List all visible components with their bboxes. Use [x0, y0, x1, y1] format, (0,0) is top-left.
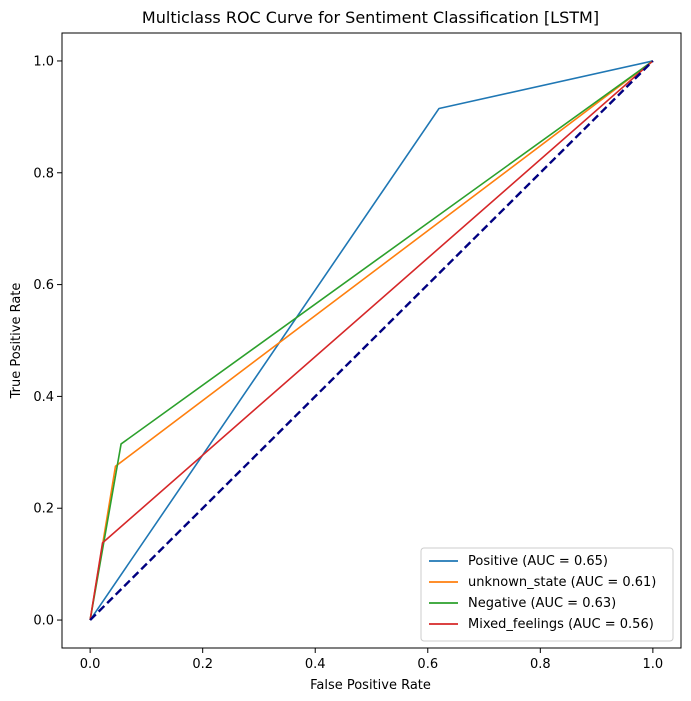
- y-tick-label-4: 0.8: [33, 166, 54, 181]
- y-tick-label-5: 1.0: [33, 54, 54, 69]
- x-tick-label-2: 0.4: [305, 657, 326, 672]
- legend: Positive (AUC = 0.65) unknown_state (AUC …: [420, 547, 674, 642]
- legend-label-0: Positive (AUC = 0.65): [468, 554, 608, 569]
- series-line-3: [89, 60, 654, 621]
- series-line-2: [89, 60, 654, 621]
- legend-label-1: unknown_state (AUC = 0.61): [468, 575, 656, 590]
- legend-label-3: Mixed_feelings (AUC = 0.56): [468, 617, 654, 632]
- x-tick-label-0: 0.0: [80, 657, 101, 672]
- reference-line: [89, 60, 654, 621]
- axes-layer: [61, 32, 682, 649]
- y-tick-label-2: 0.4: [33, 390, 54, 405]
- chart-title: Multiclass ROC Curve for Sentiment Class…: [142, 8, 599, 27]
- y-tick-label-1: 0.2: [33, 502, 54, 517]
- x-tick-label-1: 0.2: [192, 657, 213, 672]
- lines-layer: [89, 60, 654, 621]
- x-tick-label-3: 0.6: [417, 657, 438, 672]
- y-tick-label-0: 0.0: [33, 614, 54, 629]
- y-axis-title: True Positive Rate: [9, 283, 24, 400]
- legend-box: [420, 547, 674, 642]
- series-line-0: [89, 60, 654, 621]
- x-tick-label-5: 1.0: [643, 657, 664, 672]
- x-tick-label-4: 0.8: [530, 657, 551, 672]
- x-axis-title: False Positive Rate: [310, 678, 431, 693]
- legend-label-2: Negative (AUC = 0.63): [468, 596, 616, 611]
- ticks-layer: 0.0 0.2 0.4 0.6 0.8 1.0 0.0 0.2 0.4 0.6 0.8 1.0: [33, 54, 663, 672]
- y-tick-label-3: 0.6: [33, 278, 54, 293]
- plot-frame: [61, 32, 682, 649]
